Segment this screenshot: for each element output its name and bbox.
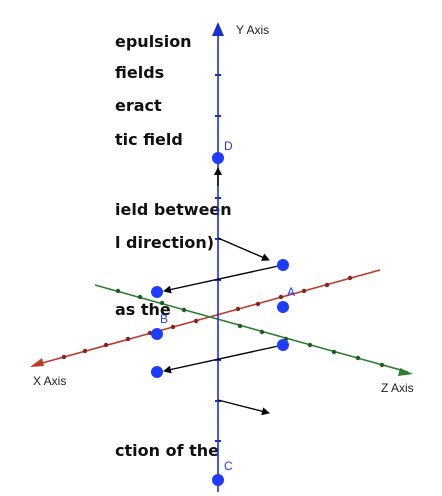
point-label-b: B: [160, 312, 168, 326]
x-axis-label: X Axis: [33, 374, 66, 388]
point-label-c: C: [224, 459, 233, 473]
point-lower-right: [277, 339, 289, 351]
point-d: [212, 152, 224, 164]
point-upper-left: [151, 286, 163, 298]
text-fragment-7: as the: [115, 300, 171, 319]
x-axis: [30, 269, 381, 367]
point-lower-left: [151, 366, 163, 378]
point-b: [151, 328, 163, 340]
y-axis: [212, 22, 224, 492]
field-arrow-upper-right: [217, 237, 270, 261]
point-c: [212, 474, 224, 486]
text-fragment-3: eract: [115, 96, 162, 115]
field-arrow-lower-right: [217, 399, 270, 416]
points: [151, 152, 289, 486]
point-a: [277, 301, 289, 313]
field-arrow-lower-left: [163, 344, 284, 374]
y-axis-label: Y Axis: [236, 23, 269, 37]
text-fragment-1: epulsion: [115, 32, 192, 51]
text-fragment-6: l direction): [115, 233, 215, 252]
point-upper-right: [277, 259, 289, 271]
text-fragment-8: ction of the: [115, 441, 219, 460]
point-label-a: A: [287, 285, 295, 299]
field-arrows: [163, 167, 284, 416]
point-label-d: D: [224, 139, 233, 153]
z-axis: [94, 284, 413, 376]
text-fragment-5: ield between: [115, 200, 232, 219]
z-axis-label: Z Axis: [381, 381, 414, 395]
text-fragment-4: tic field: [115, 130, 183, 149]
field-arrow-upper-left: [163, 264, 284, 294]
text-fragment-2: fields: [115, 63, 165, 82]
